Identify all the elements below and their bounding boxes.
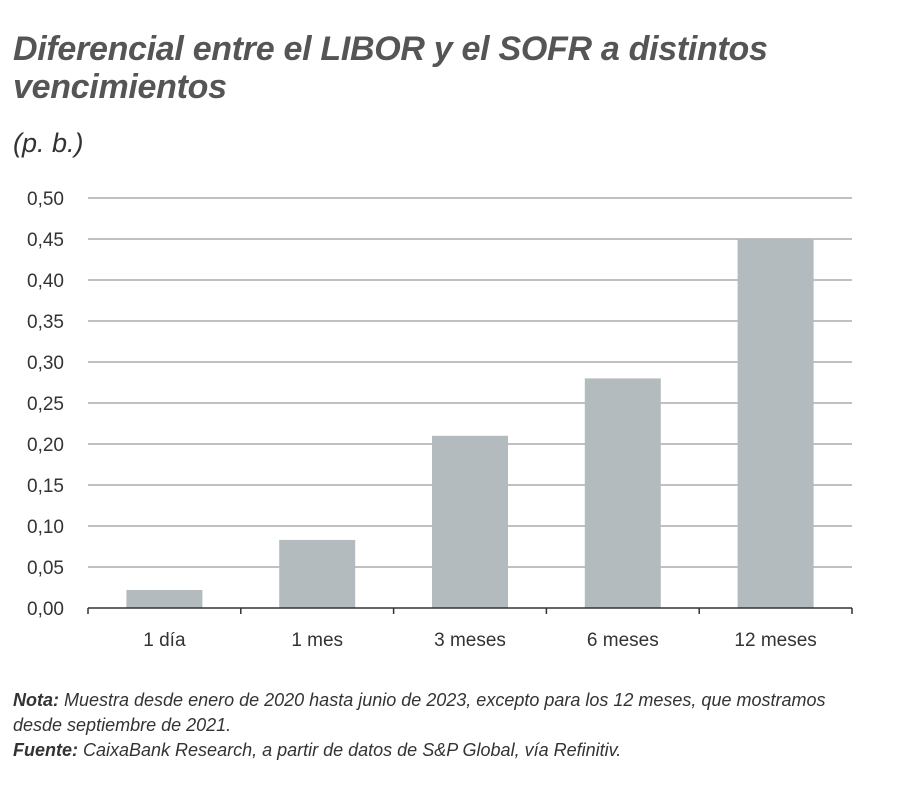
note-line: Nota: Muestra desde enero de 2020 hasta … [13, 688, 873, 738]
x-tick-label: 1 día [143, 630, 186, 651]
y-tick-label: 0,15 [27, 476, 64, 497]
x-axis [87, 607, 853, 614]
x-tick-label: 12 meses [734, 630, 816, 651]
y-tick-label: 0,25 [27, 394, 64, 415]
y-tick-label: 0,40 [27, 271, 64, 292]
y-tick-label: 0,20 [27, 435, 64, 456]
bar [279, 539, 356, 608]
y-tick-label: 0,35 [27, 312, 64, 333]
x-axis-tick-labels: 1 día 1 mes 3 meses 6 meses 12 meses [143, 630, 817, 651]
y-tick-label: 0,10 [27, 517, 64, 538]
chart-unit-label: (p. b.) [13, 128, 84, 158]
bar [737, 239, 814, 608]
y-tick-label: 0,50 [27, 189, 64, 210]
bar-chart: 0,00 0,05 0,10 0,15 0,20 0,25 0,30 0,35 0,40 0,45… [27, 189, 853, 651]
bar [432, 435, 508, 608]
y-tick-label: 0,05 [27, 558, 64, 579]
bar [584, 378, 661, 608]
bars [126, 239, 814, 608]
x-tick-label: 3 meses [434, 630, 506, 651]
source-text: CaixaBank Research, a partir de datos de… [78, 740, 622, 760]
y-axis-tick-labels: 0,00 0,05 0,10 0,15 0,20 0,25 0,30 0,35 0,40 0,45… [27, 189, 64, 620]
y-tick-label: 0,45 [27, 230, 64, 251]
y-tick-label: 0,30 [27, 353, 64, 374]
source-label: Fuente: [13, 740, 78, 760]
y-tick-label: 0,00 [27, 599, 64, 620]
chart-notes: Nota: Muestra desde enero de 2020 hasta … [13, 688, 873, 763]
source-line: Fuente: CaixaBank Research, a partir de … [13, 738, 873, 763]
bar [126, 589, 203, 608]
note-label: Nota: [13, 690, 59, 710]
x-tick-label: 1 mes [291, 630, 343, 651]
chart-title: Diferencial entre el LIBOR y el SOFR a d… [13, 30, 768, 106]
x-tick-label: 6 meses [587, 630, 659, 651]
grid-lines [88, 197, 852, 568]
note-text: Muestra desde enero de 2020 hasta junio … [13, 690, 826, 735]
